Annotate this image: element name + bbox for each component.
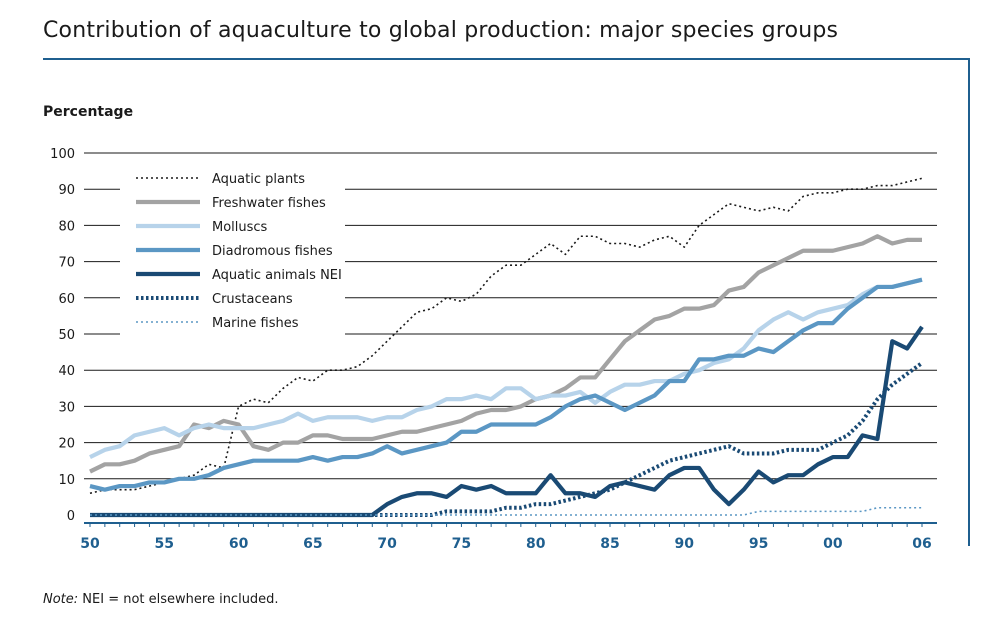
frame-right-border [968,58,970,546]
x-axis: 50 55 60 65 70 75 80 85 90 95 00 06 [80,522,937,552]
x-tick-label: 70 [377,536,397,552]
y-tick-label: 60 [58,292,75,307]
title-rule [43,58,970,60]
series-line-0 [89,177,923,495]
series-line-4 [90,325,924,518]
y-tick-label: 90 [58,183,75,198]
x-tick-label: 06 [912,536,931,552]
x-tick-label: 00 [823,536,843,552]
y-tick-label: 70 [58,256,75,271]
y-axis-title: Percentage [43,104,133,120]
series-line-2 [89,277,923,459]
x-tick-label: 50 [80,536,100,552]
x-tick-label: 65 [303,536,322,552]
legend-label: Aquatic plants [212,172,305,187]
x-tick-label: 55 [155,536,174,552]
legend-label: Aquatic animals NEI [212,268,342,283]
y-tick-label: 0 [67,509,75,524]
note-text: NEI = not elsewhere included. [78,592,279,607]
y-tick-label: 50 [58,328,75,343]
footnote: Note: NEI = not elsewhere included. [43,592,279,607]
x-tick-label: 85 [600,536,619,552]
note-lead: Note: [43,592,79,607]
legend-label: Freshwater fishes [212,196,326,211]
series-line-3 [89,277,923,492]
x-tick-label: 80 [526,536,546,552]
series-line-1 [89,234,922,474]
series-line-5 [90,361,924,517]
y-tick-label: 10 [58,473,75,488]
y-tick-labels: 0 10 20 30 40 50 60 70 80 90 100 [50,147,75,524]
x-tick-label: 60 [229,536,249,552]
x-tick-label: 75 [452,536,471,552]
series-line-6 [90,506,922,516]
series-lines [89,177,924,518]
legend-label: Diadromous fishes [212,244,333,259]
x-tick-label: 95 [749,536,768,552]
legend-label: Crustaceans [212,292,293,307]
legend: Aquatic plants Freshwater fishes Molluscs D… [136,172,342,331]
y-tick-label: 100 [50,147,75,162]
legend-label: Molluscs [212,220,268,235]
y-tick-label: 40 [58,364,75,379]
y-tick-label: 80 [58,219,75,234]
x-tick-label: 90 [675,536,695,552]
legend-background [120,164,345,342]
y-tick-label: 30 [58,400,75,415]
chart-title: Contribution of aquaculture to global pr… [43,18,839,43]
legend-label: Marine fishes [212,316,299,331]
y-tick-label: 20 [58,437,75,452]
